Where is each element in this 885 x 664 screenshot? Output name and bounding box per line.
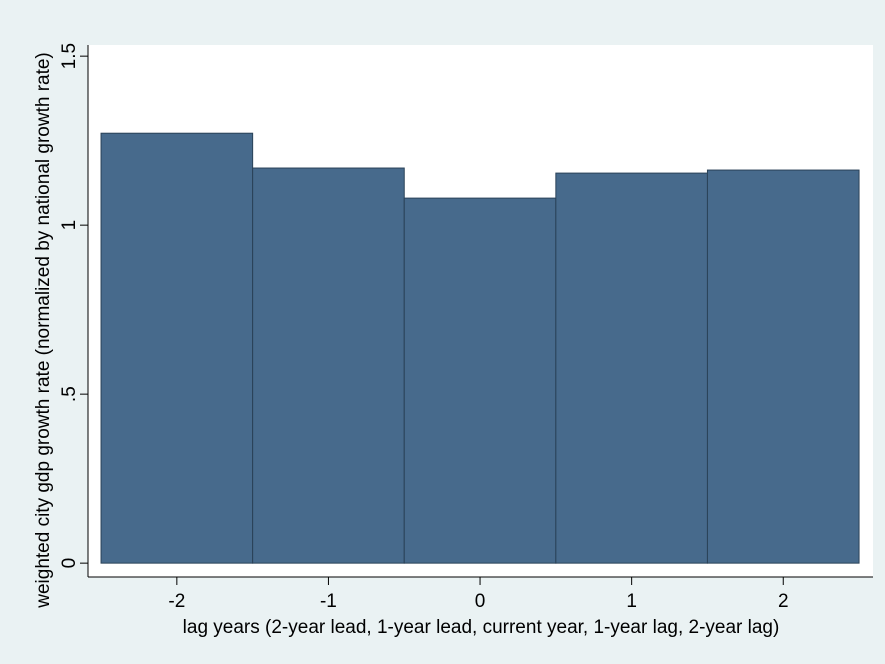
- x-tick-label: -1: [320, 591, 337, 612]
- x-tick-label: 0: [475, 591, 486, 612]
- x-tick-label: -2: [168, 591, 185, 612]
- bar: [403, 197, 557, 564]
- bar: [555, 172, 708, 564]
- x-tick-label: 2: [778, 591, 789, 612]
- x-tick-label: 1: [626, 591, 637, 612]
- y-tick-label: .5: [59, 386, 80, 402]
- y-tick-label: 1: [59, 220, 80, 231]
- y-axis-title: weighted city gdp growth rate (normalize…: [33, 52, 54, 609]
- y-tick-label: 1.5: [59, 43, 80, 69]
- x-axis-title: lag years (2-year lead, 1-year lead, cur…: [183, 617, 780, 638]
- bar: [252, 167, 405, 564]
- bar: [706, 169, 860, 564]
- y-tick-label: 0: [59, 558, 80, 569]
- bar: [100, 132, 254, 564]
